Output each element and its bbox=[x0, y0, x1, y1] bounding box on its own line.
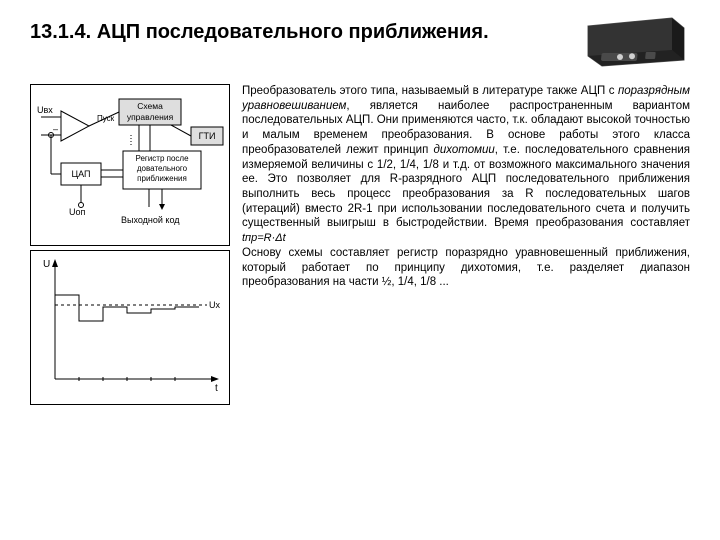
label-uop: Uоп bbox=[69, 207, 86, 217]
p2: Основу схемы составляет регистр поразряд… bbox=[242, 246, 690, 290]
diagrams-column: Uвх – Схема управления ГТИ Пуск Регистр … bbox=[30, 84, 230, 409]
block-diagram: Uвх – Схема управления ГТИ Пуск Регистр … bbox=[30, 84, 230, 246]
label-uin: Uвх bbox=[37, 105, 53, 115]
p1a: Преобразователь этого типа, называемый в… bbox=[242, 85, 618, 97]
label-control: управления bbox=[127, 112, 174, 122]
p1-italic2: дихотомии bbox=[433, 144, 494, 156]
label-reg2: довательного bbox=[137, 164, 188, 173]
title-text: 13.1.4. АЦП последовательного приближени… bbox=[30, 21, 483, 43]
label-t: t bbox=[215, 383, 218, 394]
p1c: , т.е. последовательного сравнения измер… bbox=[242, 144, 690, 230]
page-title: 13.1.4. АЦП последовательного приближени… bbox=[30, 20, 570, 45]
body-text: Преобразователь этого типа, называемый в… bbox=[242, 84, 690, 409]
label-dac: ЦАП bbox=[71, 169, 90, 179]
timing-diagram: U t Uх bbox=[30, 250, 230, 405]
title-suffix: . bbox=[483, 21, 489, 43]
label-start: Пуск bbox=[97, 114, 115, 123]
formula: tпр=R·Δt bbox=[242, 232, 286, 244]
label-ux: Uх bbox=[209, 300, 220, 310]
label-outcode: Выходной код bbox=[121, 215, 180, 225]
label-minus: – bbox=[53, 124, 58, 134]
label-gti: ГТИ bbox=[199, 131, 216, 141]
label-reg1: Регистр после bbox=[135, 154, 189, 163]
label-scheme: Схема bbox=[137, 101, 163, 111]
device-photo bbox=[580, 12, 690, 72]
label-reg3: приближения bbox=[137, 174, 187, 183]
label-u: U bbox=[43, 259, 50, 270]
